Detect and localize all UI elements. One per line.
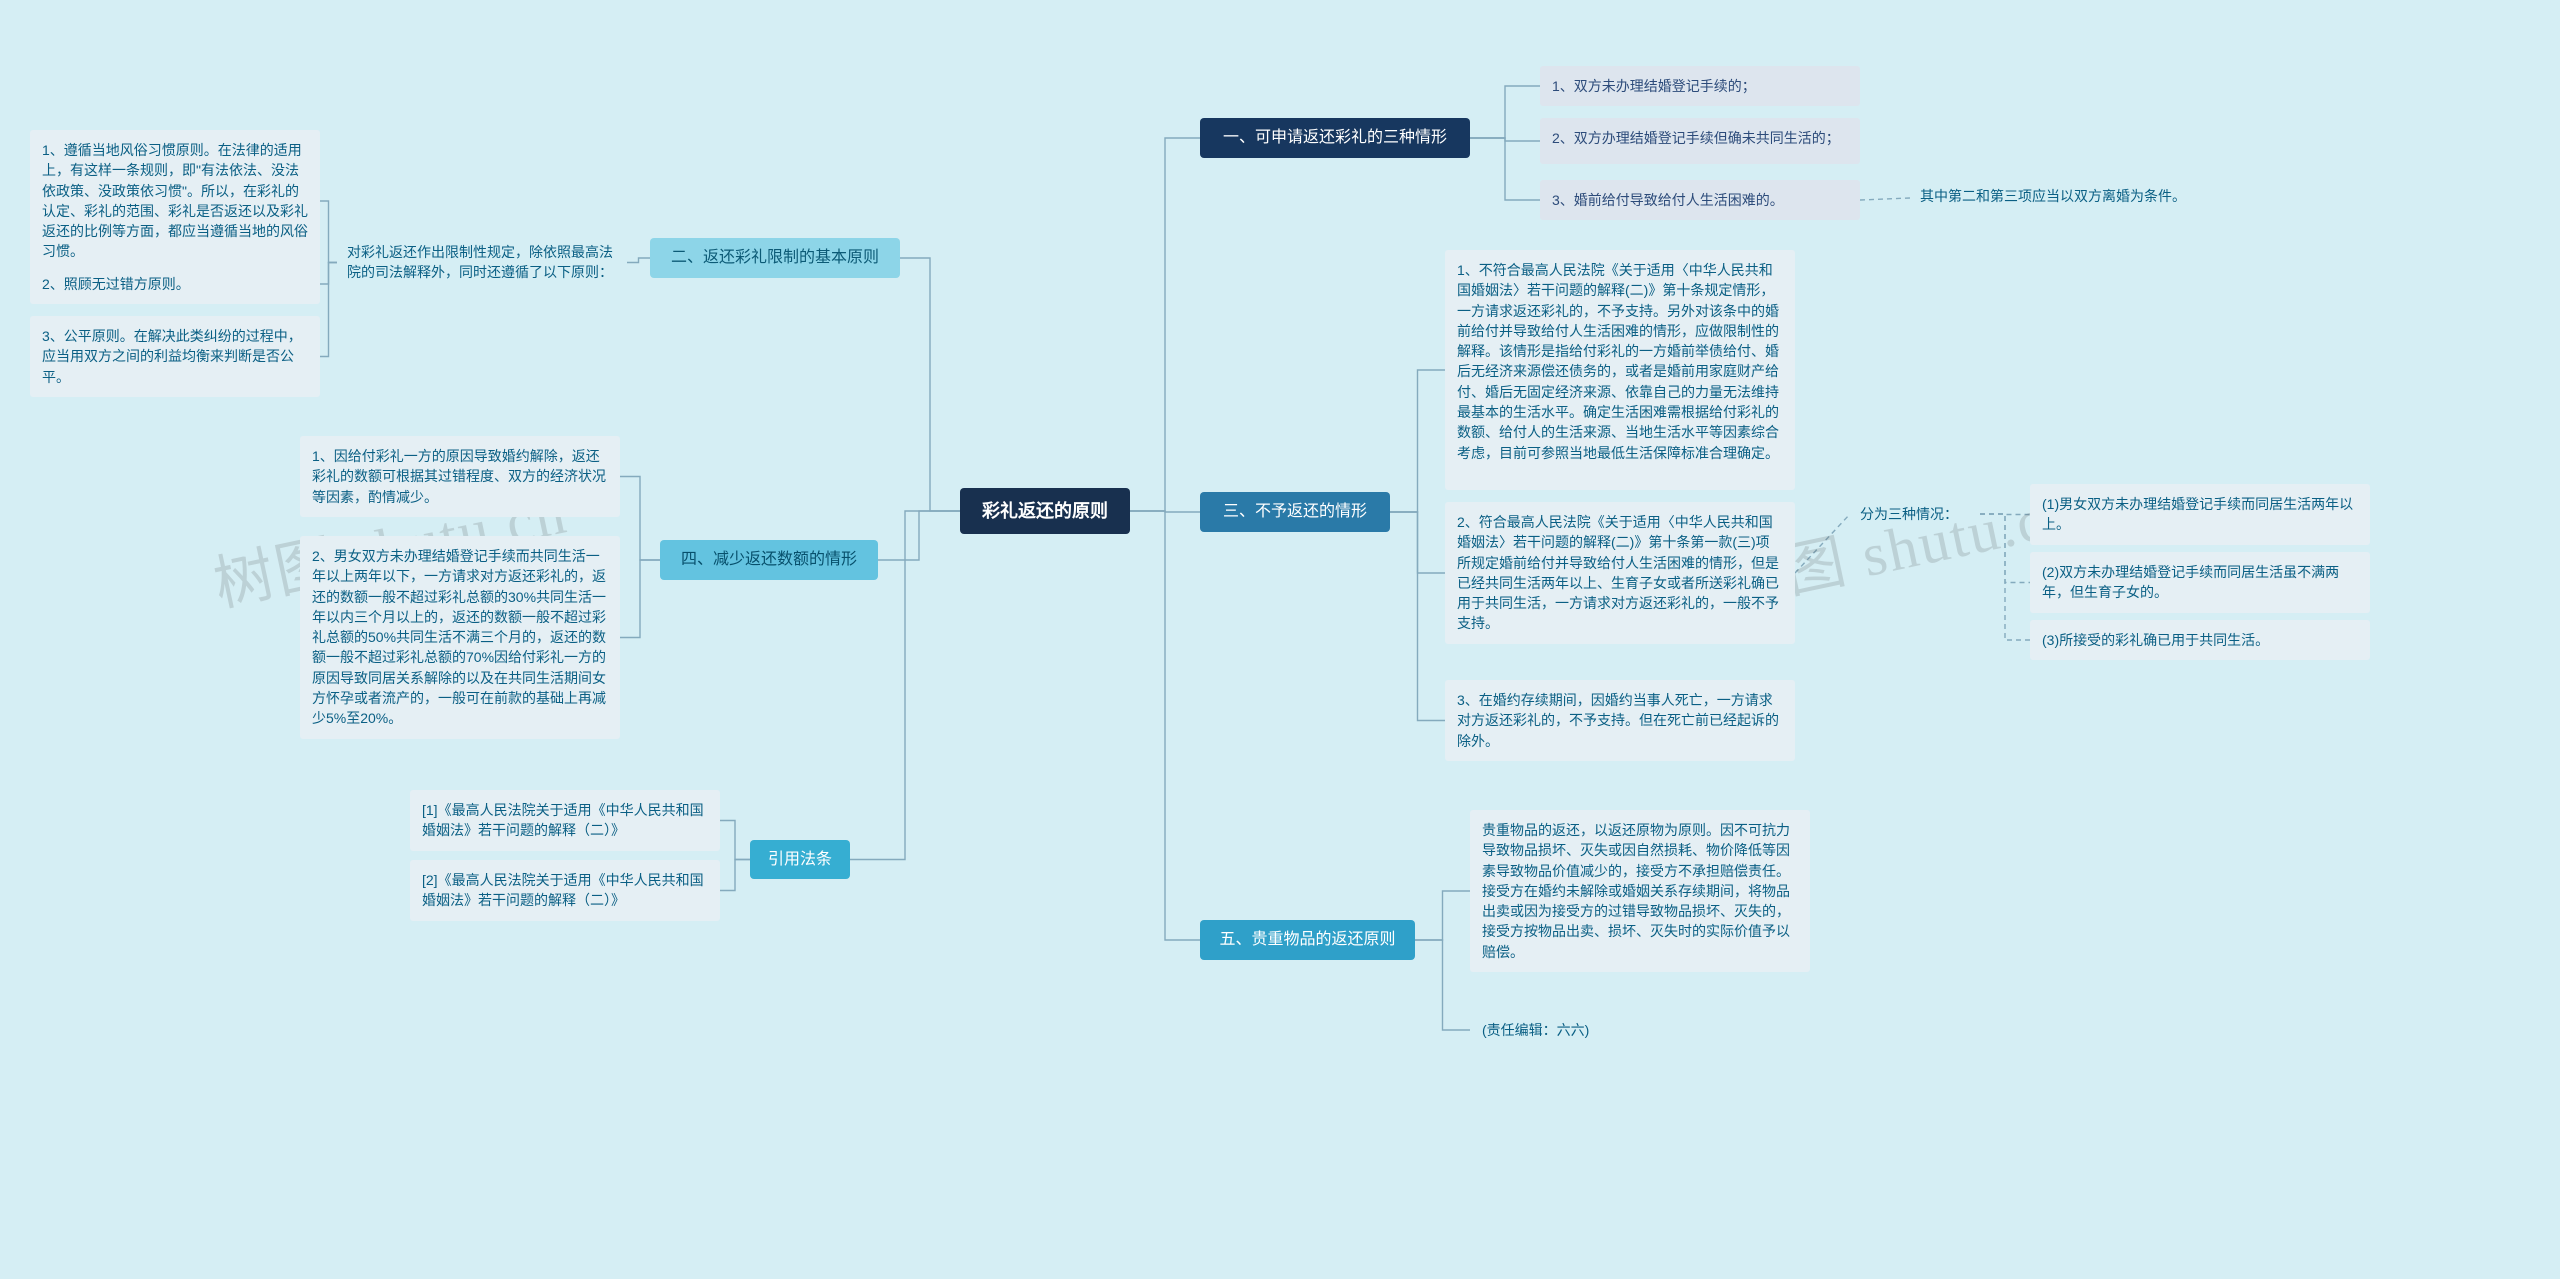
b3c2s1: (1)男女双方未办理结婚登记手续而同居生活两年以上。 [2030,484,2370,545]
b4c2: 2、男女双方未办理结婚登记手续而共同生活一年以上两年以下，一方请求对方返还彩礼的… [300,536,620,739]
b2c2: 2、照顾无过错方原则。 [30,264,320,304]
b1c3n: 其中第二和第三项应当以双方离婚为条件。 [1910,180,2240,216]
b3c2: 2、符合最高人民法院《关于适用〈中华人民共和国婚姻法〉若干问题的解释(二)》第十… [1445,502,1795,644]
bLc1: [1]《最高人民法院关于适用《中华人民共和国婚姻法》若干问题的解释（二）》 [410,790,720,851]
b3c2m: 分为三种情况： [1850,498,1980,530]
b3c3: 3、在婚约存续期间，因婚约当事人死亡，一方请求对方返还彩礼的，不予支持。但在死亡… [1445,680,1795,761]
bL: 引用法条 [750,840,850,879]
b3c2s3: (3)所接受的彩礼确已用于共同生活。 [2030,620,2370,660]
b3c2s2: (2)双方未办理结婚登记手续而同居生活虽不满两年，但生育子女的。 [2030,552,2370,613]
b2c1: 1、遵循当地风俗习惯原则。在法律的适用上，有这样一条规则，即"有法依法、没法依政… [30,130,320,272]
b4c1: 1、因给付彩礼一方的原因导致婚约解除，返还彩礼的数额可根据其过错程度、双方的经济… [300,436,620,517]
b2c3: 3、公平原则。在解决此类纠纷的过程中，应当用双方之间的利益均衡来判断是否公平。 [30,316,320,397]
bLc2: [2]《最高人民法院关于适用《中华人民共和国婚姻法》若干问题的解释（二）》 [410,860,720,921]
b1: 一、可申请返还彩礼的三种情形 [1200,118,1470,158]
b5c2: (责任编辑：六六) [1470,1010,1640,1050]
b5: 五、贵重物品的返还原则 [1200,920,1415,960]
b1c1: 1、双方未办理结婚登记手续的； [1540,66,1860,106]
b5c1: 贵重物品的返还，以返还原物为原则。因不可抗力导致物品损坏、灭失或因自然损耗、物价… [1470,810,1810,972]
b3: 三、不予返还的情形 [1200,492,1390,532]
b1c3: 3、婚前给付导致给付人生活困难的。 [1540,180,1860,220]
b4: 四、减少返还数额的情形 [660,540,878,580]
root: 彩礼返还的原则 [960,488,1130,534]
b2: 二、返还彩礼限制的基本原则 [650,238,900,278]
b1c2: 2、双方办理结婚登记手续但确未共同生活的； [1540,118,1860,164]
b2m: 对彩礼返还作出限制性规定，除依照最高法院的司法解释外，同时还遵循了以下原则： [337,236,627,289]
mindmap-canvas: 树图 shutu.cn树图 shutu.cn彩礼返还的原则一、可申请返还彩礼的三… [0,0,2560,1279]
b3c1: 1、不符合最高人民法院《关于适用〈中华人民共和国婚姻法〉若干问题的解释(二)》第… [1445,250,1795,490]
